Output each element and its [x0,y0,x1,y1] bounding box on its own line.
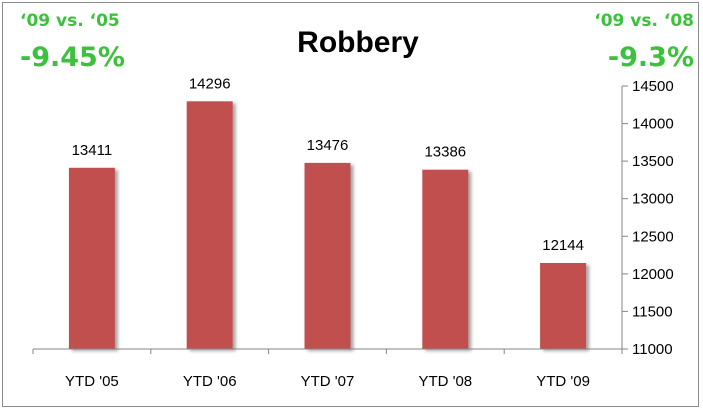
y-tick-label: 12000 [632,266,674,283]
data-label-3: 13476 [307,137,349,154]
bars-group: 13411 14296 13476 13386 12144 [68,75,587,349]
y-tick-label: 14500 [632,78,674,95]
y-tick-label: 14000 [632,116,674,133]
data-label-4: 13386 [424,144,466,161]
bar-4 [422,169,469,349]
bar-2 [186,101,233,349]
axes-group: YTD '05 YTD '06 YTD '07 YTD '08 YTD '09 11000… [32,78,674,390]
y-tick-label: 13500 [632,153,674,170]
y-tick-label: 11500 [632,303,673,320]
right-comparison-label: ‘09 vs. ‘08 [594,11,694,31]
category-label-3: YTD '07 [301,373,355,390]
y-tick-label: 11000 [632,341,673,358]
bar-3 [304,162,351,349]
left-comparison-label: ‘09 vs. ‘05 [20,11,120,31]
data-label-5: 12144 [542,237,584,254]
category-label-5: YTD '09 [536,373,590,390]
bar-5 [540,263,587,349]
right-comparison-value: -9.3% [608,42,694,73]
category-label-1: YTD '05 [65,373,119,390]
left-comparison-value: -9.45% [20,42,125,73]
data-label-1: 13411 [72,142,113,159]
category-label-2: YTD '06 [183,373,237,390]
y-tick-label: 12500 [632,228,674,245]
chart-title: Robbery [297,26,419,59]
data-label-2: 14296 [189,75,231,92]
category-label-4: YTD '08 [418,373,472,390]
bar-1 [68,167,115,349]
y-tick-label: 13000 [632,191,674,208]
